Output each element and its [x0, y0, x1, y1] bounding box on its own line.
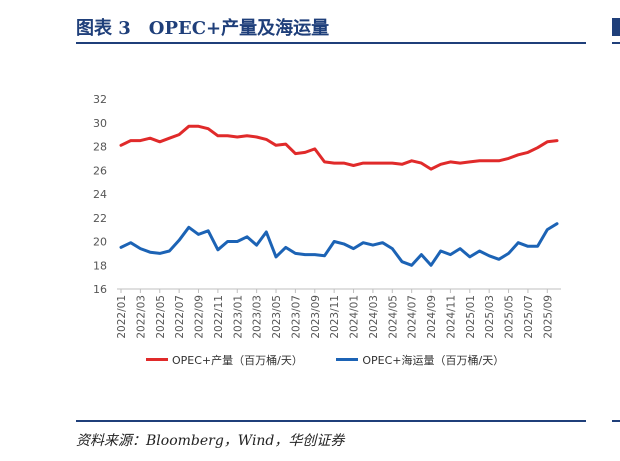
x-tick-label: 2022/09 [194, 295, 206, 339]
x-tick-label: 2024/05 [387, 295, 399, 339]
y-tick-label: 28 [93, 141, 107, 154]
y-tick-label: 16 [93, 283, 107, 296]
adjacent-footer-divider [612, 420, 620, 422]
x-tick-label: 2024/07 [407, 295, 419, 339]
x-tick-label: 2025/03 [484, 295, 496, 339]
x-tick-label: 2024/09 [426, 295, 438, 339]
legend-item-shipping: OPEC+海运量（百万桶/天） [336, 352, 504, 368]
x-tick-label: 2024/03 [368, 295, 380, 339]
y-tick-label: 30 [93, 117, 107, 130]
x-tick-label: 2023/11 [329, 295, 341, 339]
x-tick-label: 2025/05 [504, 295, 516, 339]
x-tick-label: 2022/03 [135, 295, 147, 339]
x-tick-label: 2025/07 [523, 295, 535, 339]
x-tick-label: 2024/11 [445, 295, 457, 339]
title-divider [76, 42, 586, 44]
x-tick-label: 2023/05 [271, 295, 283, 339]
x-tick-label: 2025/09 [542, 295, 554, 339]
series-line-production [119, 124, 559, 171]
source-note: 资料来源：Bloomberg，Wind，华创证券 [76, 433, 345, 449]
series-line-shipping [119, 222, 559, 267]
x-tick-label: 2023/09 [310, 295, 322, 339]
footer-divider [76, 420, 586, 422]
legend-swatch-production [146, 358, 168, 361]
y-tick-label: 20 [93, 236, 107, 249]
x-tick-label: 2022/01 [116, 295, 128, 339]
chart-legend: OPEC+产量（百万桶/天） OPEC+海运量（百万桶/天） [146, 351, 534, 368]
legend-label-production: OPEC+产量（百万桶/天） [172, 353, 303, 367]
x-tick-label: 2022/11 [213, 295, 225, 339]
y-tick-label: 32 [93, 93, 107, 106]
adjacent-figure-divider [612, 42, 620, 44]
x-tick-label: 2023/07 [290, 295, 302, 339]
y-tick-label: 24 [93, 188, 107, 201]
x-tick-label: 2023/03 [252, 295, 264, 339]
x-tick-label: 2025/01 [465, 295, 477, 339]
legend-swatch-shipping [336, 358, 359, 361]
y-tick-label: 22 [93, 212, 107, 225]
legend-label-shipping: OPEC+海运量（百万桶/天） [362, 353, 505, 367]
x-tick-label: 2023/01 [232, 295, 244, 339]
legend-item-production: OPEC+产量（百万桶/天） [146, 352, 303, 368]
y-tick-label: 26 [93, 164, 107, 177]
x-tick-label: 2024/01 [349, 295, 361, 339]
adjacent-figure-mark [612, 18, 620, 36]
x-tick-label: 2022/07 [174, 295, 186, 339]
y-tick-label: 18 [93, 259, 107, 272]
chart-title: 图表 3 OPEC+产量及海运量 [76, 18, 330, 39]
x-tick-label: 2022/05 [155, 295, 167, 339]
